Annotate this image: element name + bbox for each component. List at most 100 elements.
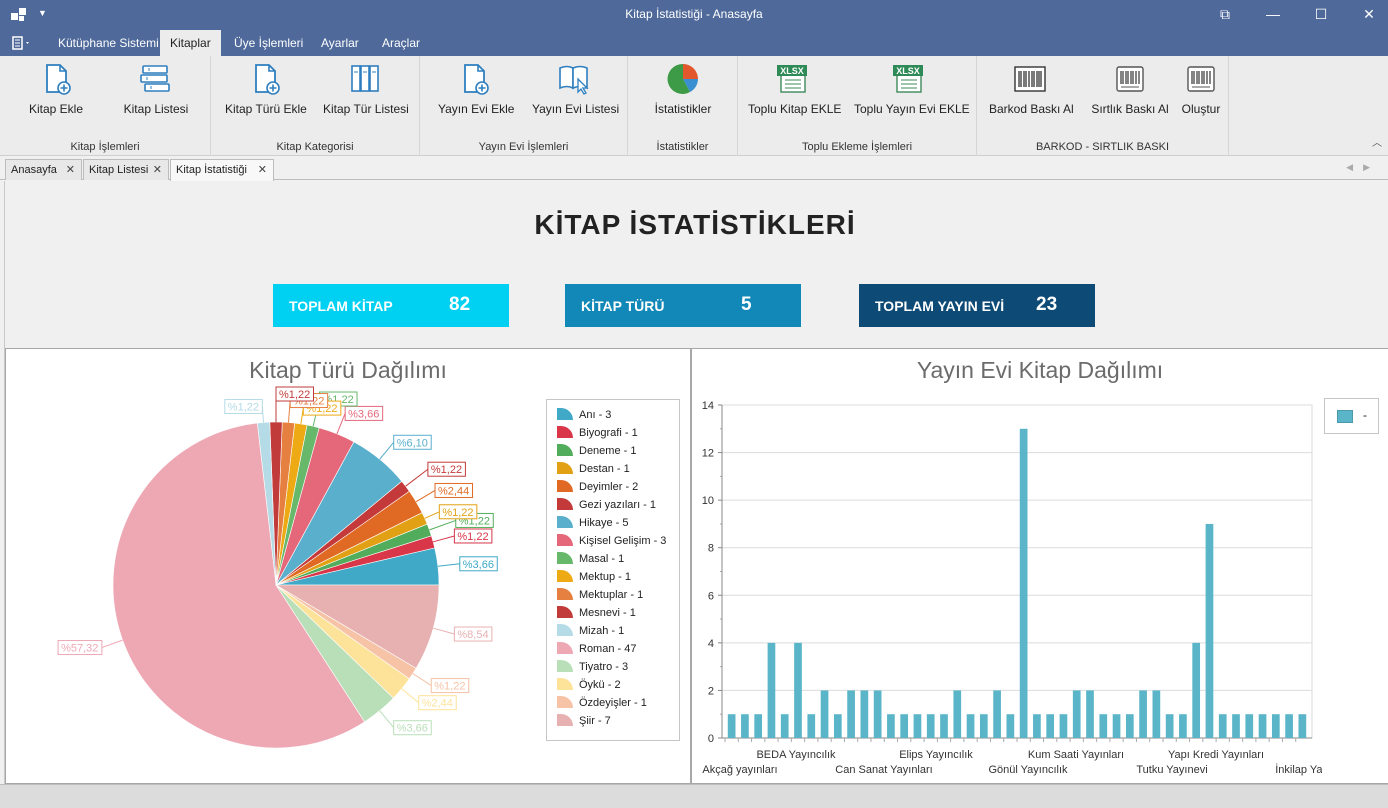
legend-swatch [557, 534, 573, 546]
bar [1019, 428, 1028, 738]
tab-kitaplar[interactable]: Kitaplar [160, 30, 221, 56]
pie-legend-item: Kişisel Gelişim - 3 [557, 534, 666, 547]
bar [966, 714, 975, 738]
pie-label-leader [336, 413, 346, 435]
pie-slice-label: %6,10 [397, 437, 428, 449]
sirtlik-baski-al-button[interactable]: Sırtlık Baskı Al [1089, 62, 1171, 116]
close-tab-icon[interactable]: ✕ [257, 164, 267, 176]
olustur-button[interactable]: Oluştur [1177, 62, 1225, 116]
legend-swatch [557, 606, 573, 618]
bar [1232, 714, 1240, 738]
pie-slice-label: %1,22 [442, 507, 473, 519]
kitap-listesi-button[interactable]: Kitap Listesi [118, 62, 194, 116]
tab-araclar[interactable]: Araçlar [382, 36, 421, 50]
legend-swatch [557, 588, 573, 600]
toplu-kitap-ekle-label: Toplu Kitap EKLE [748, 102, 842, 116]
pie-slice-label: %2,44 [438, 485, 469, 497]
doc-tab-anasayfa[interactable]: Anasayfa ✕ [5, 159, 82, 180]
ribbon-group-toplu-ekleme: XLSX Toplu Kitap EKLE XLSX Toplu Yayın E… [738, 56, 977, 156]
bar [727, 714, 736, 738]
yayin-evi-ekle-button[interactable]: Yayın Evi Ekle [438, 62, 514, 116]
tab-uye-islemleri[interactable]: Üye İşlemleri [234, 36, 304, 50]
bar [1125, 714, 1134, 738]
y-tick-label: 0 [708, 733, 714, 745]
pie-legend: Anı - 3 Biyografi - 1 Deneme - 1 Destan - 1… [546, 399, 680, 741]
close-tab-icon[interactable]: ✕ [152, 164, 162, 176]
y-tick-label: 14 [702, 400, 714, 412]
xlsx-file-icon: XLSX [777, 65, 807, 93]
legend-label: Masal - 1 [579, 553, 625, 565]
toplu-yayin-evi-ekle-button[interactable]: XLSX Toplu Yayın Evi EKLE [854, 62, 970, 116]
legend-label: Roman - 47 [579, 643, 637, 655]
doc-tab-kitap-istatistigi[interactable]: Kitap İstatistiği ✕ [170, 159, 274, 181]
pie-label-box [438, 504, 478, 520]
title-bar: ▼ Kitap İstatistiği - Anasayfa ⧉ — ☐ ✕ [0, 0, 1388, 30]
minimize-button[interactable]: — [1266, 6, 1280, 22]
kitap-ekle-button[interactable]: Kitap Ekle [22, 62, 90, 116]
bar [1179, 714, 1187, 738]
bar [1046, 714, 1055, 738]
tab-kutuphane-sistemi[interactable]: Kütüphane Sistemi [58, 36, 159, 50]
pie-chart: %3,66 %1,22 %1,22 %1,22 %2,44 %1,22 %6,10 %3,66… [57, 386, 498, 749]
barcode-label-icon [1187, 66, 1215, 92]
kitap-turu-ekle-button[interactable]: Kitap Türü Ekle [225, 62, 307, 116]
legend-label: Deneme - 1 [579, 445, 637, 457]
barkod-baski-al-button[interactable]: Barkod Baskı Al [989, 62, 1074, 116]
pie-slice-label: %57,32 [61, 643, 98, 655]
bar [1086, 690, 1094, 738]
bar [887, 714, 895, 738]
bar [993, 690, 1001, 738]
legend-swatch [557, 444, 573, 456]
pie-slice-label: %3,66 [348, 408, 379, 420]
file-menu-icon[interactable] [10, 36, 32, 50]
page-title: KİTAP İSTATİSTİKLERİ [534, 209, 856, 240]
ribbon-collapse-icon[interactable]: ︿ [1372, 138, 1382, 149]
pie-legend-item: Mektuplar - 1 [557, 588, 643, 601]
close-tab-icon[interactable]: ✕ [65, 164, 75, 176]
legend-label: Deyimler - 2 [579, 481, 639, 493]
olustur-label: Oluştur [1181, 102, 1221, 116]
tab-scroll-arrows[interactable]: ◀▶ [1346, 162, 1380, 172]
doc-tab-kitap-listesi[interactable]: Kitap Listesi ✕ [83, 159, 169, 180]
stat-label: TOPLAM KİTAP [289, 298, 393, 314]
stat-card-kitap-turu: KİTAP TÜRÜ 5 [565, 284, 801, 327]
kitap-ekle-label: Kitap Ekle [28, 102, 84, 116]
x-axis-label: BEDA Yayıncılık [756, 749, 836, 761]
window-title: Kitap İstatistiği - Anasayfa [625, 7, 763, 21]
yayin-evi-listesi-button[interactable]: Yayın Evi Listesi [532, 62, 619, 116]
group-label-kitap-islemleri: Kitap İşlemleri [70, 141, 140, 153]
legend-label: Tiyatro - 3 [579, 661, 629, 673]
ribbon: Kitap Ekle Kitap Listesi Kitap İşlemleri [0, 56, 1388, 156]
istatistikler-button[interactable]: İstatistikler [648, 62, 718, 116]
pie-slice-label: %3,66 [463, 559, 494, 571]
stat-value: 23 [1036, 294, 1058, 315]
pie-label-leader [405, 468, 429, 487]
tab-ayarlar[interactable]: Ayarlar [321, 36, 359, 50]
legend-label: Özdeyişler - 1 [579, 697, 647, 709]
close-button[interactable]: ✕ [1363, 6, 1375, 22]
bar [1298, 714, 1307, 738]
toplu-kitap-ekle-button[interactable]: XLSX Toplu Kitap EKLE [748, 62, 842, 116]
restore-layout-button[interactable]: ⧉ [1220, 6, 1230, 22]
maximize-button[interactable]: ☐ [1314, 6, 1328, 22]
ribbon-group-yayin-evi-islemleri: Yayın Evi Ekle Yayın Evi Listesi Yayın E… [420, 56, 628, 156]
y-tick-label: 10 [702, 495, 714, 507]
bar [780, 714, 789, 738]
bar [754, 714, 763, 738]
legend-label: Mektuplar - 1 [579, 589, 644, 601]
kitap-tur-listesi-button[interactable]: Kitap Tür Listesi [323, 62, 409, 116]
pie-label-leader [379, 441, 395, 460]
bar [1099, 714, 1108, 738]
kitap-listesi-label: Kitap Listesi [123, 102, 189, 116]
legend-label: Mizah - 1 [579, 625, 625, 637]
pie-slice-label: %1,22 [431, 464, 462, 476]
stat-label: KİTAP TÜRÜ [581, 298, 665, 314]
y-tick-label: 2 [708, 685, 714, 697]
app-icon[interactable] [10, 6, 30, 24]
pie-label-box [459, 556, 498, 572]
quick-access-dropdown-icon[interactable]: ▼ [38, 8, 47, 18]
pie-label-leader [424, 511, 440, 519]
bar-legend: - [1324, 398, 1379, 434]
x-axis-label: Can Sanat Yayınları [835, 764, 932, 776]
pie-label-box [427, 461, 466, 477]
